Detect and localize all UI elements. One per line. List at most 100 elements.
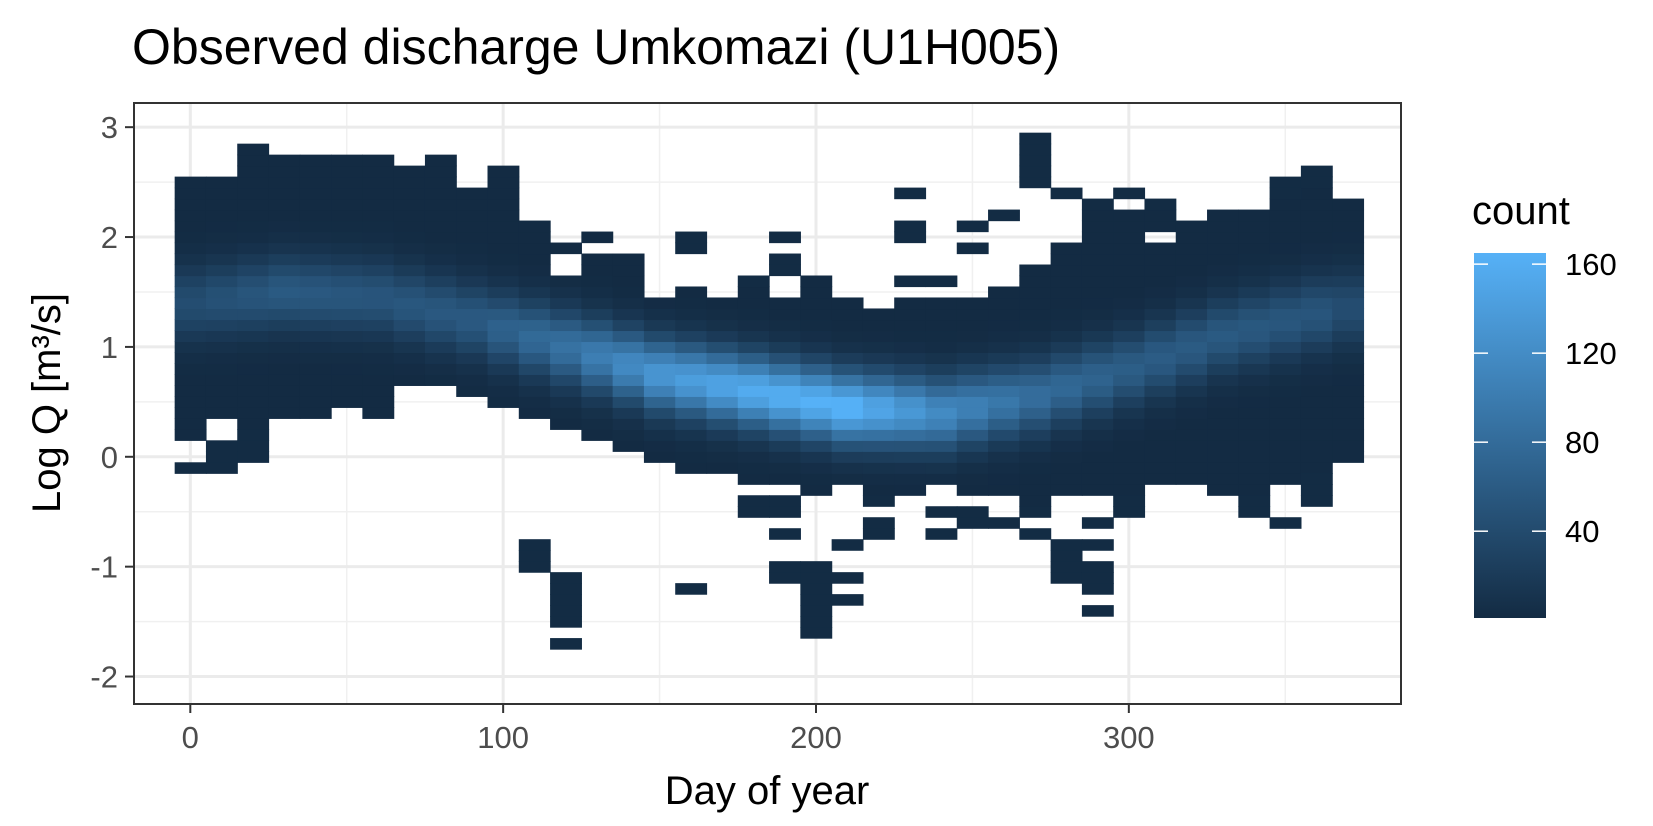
heatmap-tile (299, 385, 332, 397)
heatmap-tile (174, 330, 207, 343)
heatmap-tile (1113, 363, 1146, 375)
heatmap-tile (1207, 385, 1239, 397)
heatmap-tile (1300, 319, 1333, 332)
heatmap-tile (831, 462, 864, 474)
heatmap-tile (988, 330, 1020, 343)
heatmap-tile (331, 275, 363, 288)
heatmap-tile (612, 253, 645, 266)
heatmap-tile (894, 429, 927, 441)
heatmap-tile (1300, 418, 1333, 430)
heatmap-tile (831, 319, 864, 332)
heatmap-tile (1081, 605, 1114, 617)
heatmap-tile (174, 220, 207, 233)
heatmap-tile (800, 462, 833, 474)
heatmap-tiles (174, 132, 1365, 650)
heatmap-tile (1050, 286, 1083, 299)
heatmap-tile (1238, 385, 1271, 397)
heatmap-tile (1144, 440, 1177, 452)
heatmap-tile (1269, 253, 1302, 266)
heatmap-tile (1019, 154, 1052, 167)
y-tick-label: -1 (90, 550, 118, 585)
heatmap-tile (581, 308, 614, 321)
heatmap-tile (1207, 286, 1239, 299)
heatmap-tile (456, 308, 489, 321)
heatmap-tile (331, 363, 363, 375)
heatmap-tile (1175, 473, 1208, 485)
heatmap-tile (1300, 407, 1333, 419)
heatmap-tile (550, 616, 582, 628)
heatmap-tile (456, 209, 489, 222)
heatmap-tile (518, 352, 551, 364)
heatmap-tile (1269, 209, 1302, 222)
heatmap-tile (1300, 308, 1333, 321)
heatmap-tile (268, 374, 301, 386)
heatmap-tile (424, 264, 457, 277)
heatmap-tile (174, 198, 207, 211)
plot-panel (133, 102, 1402, 705)
heatmap-tile (581, 341, 614, 354)
heatmap-tile (1300, 495, 1333, 507)
heatmap-tile (424, 165, 457, 178)
heatmap-tile (831, 385, 864, 397)
heatmap-tile (456, 198, 489, 211)
heatmap-tile (643, 418, 676, 430)
heatmap-tile (487, 209, 520, 222)
heatmap-tile (612, 275, 645, 288)
heatmap-tile (1300, 330, 1333, 343)
heatmap-tile (643, 429, 676, 441)
heatmap-tile (1238, 396, 1271, 408)
heatmap-tile (1113, 495, 1146, 507)
heatmap-tile (956, 385, 989, 397)
heatmap-tile (1019, 176, 1052, 189)
legend-colorbar (1474, 253, 1546, 618)
heatmap-tile (862, 440, 895, 452)
heatmap-tile (769, 253, 801, 266)
heatmap-tile (1144, 418, 1177, 430)
heatmap-tile (1081, 374, 1114, 386)
heatmap-tile (362, 176, 395, 189)
heatmap-tile (1144, 385, 1177, 397)
heatmap-tile (612, 319, 645, 332)
heatmap-tile (894, 396, 927, 408)
heatmap-tile (1300, 473, 1333, 485)
heatmap-tile (1175, 462, 1208, 474)
heatmap-tile (862, 363, 895, 375)
heatmap-tile (362, 231, 395, 244)
heatmap-tile (1175, 407, 1208, 419)
heatmap-tile (643, 330, 676, 343)
heatmap-tile (1332, 341, 1365, 354)
heatmap-tile (612, 286, 645, 299)
chart-title: Observed discharge Umkomazi (U1H005) (132, 19, 1060, 75)
heatmap-tile (612, 385, 645, 397)
heatmap-tile (1269, 198, 1302, 211)
heatmap-tile (800, 484, 833, 496)
heatmap-tile (925, 319, 958, 332)
heatmap-tile (174, 297, 207, 310)
heatmap-tile (331, 352, 363, 364)
heatmap-tile (299, 176, 332, 189)
heatmap-tile (362, 264, 395, 277)
heatmap-tile (612, 363, 645, 375)
heatmap-tile (237, 264, 270, 277)
heatmap-tile (1207, 209, 1239, 222)
heatmap-tile (1050, 561, 1083, 573)
heatmap-tile (205, 198, 238, 211)
x-tick-label: 200 (790, 720, 842, 755)
heatmap-tile (268, 187, 301, 200)
heatmap-tile (925, 297, 958, 310)
heatmap-tile (737, 429, 770, 441)
heatmap-tile (737, 407, 770, 419)
heatmap-tile (237, 297, 270, 310)
heatmap-tile (800, 440, 833, 452)
heatmap-tile (299, 363, 332, 375)
heatmap-tile (956, 374, 989, 386)
heatmap-tile (1300, 363, 1333, 375)
heatmap-tile (800, 352, 833, 364)
heatmap-tile (800, 286, 833, 299)
heatmap-tile (769, 572, 801, 584)
heatmap-tile (331, 297, 363, 310)
heatmap-tile (1300, 297, 1333, 310)
heatmap-tile (1144, 220, 1177, 233)
heatmap-tile (331, 286, 363, 299)
heatmap-tile (862, 473, 895, 485)
